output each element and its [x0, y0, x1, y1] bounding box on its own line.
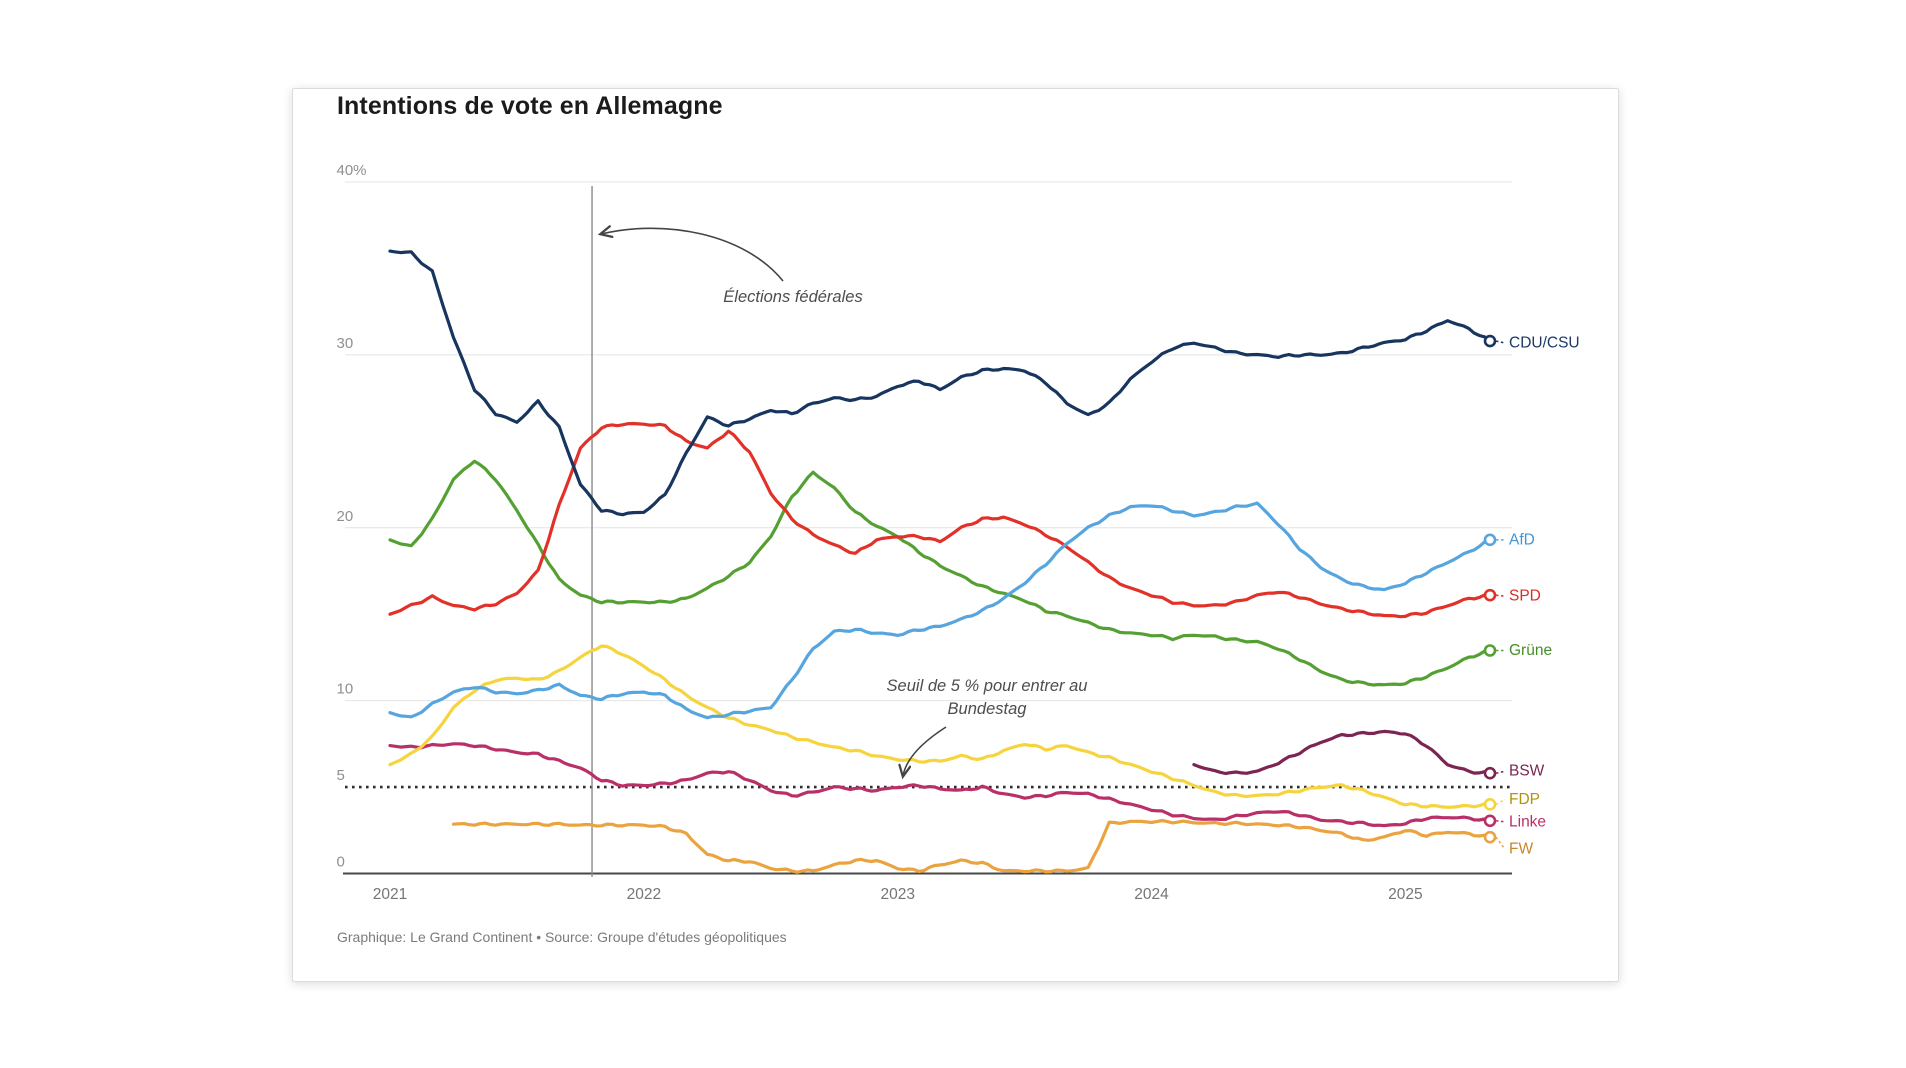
series-endpoint-fw [1483, 830, 1497, 844]
legend-leader-bsw [1495, 770, 1506, 774]
series-label-gruene: Grüne [1509, 642, 1552, 659]
grid: 40% 30 20 10 5 0 2021 2022 2023 2024 2025 [337, 162, 1512, 903]
series-line-cdu-csu [388, 249, 1492, 517]
y-tick-label: 40% [337, 162, 367, 179]
series-line-gruene [388, 459, 1492, 687]
threshold-annotation-line1: Seuil de 5 % pour entrer au [887, 677, 1088, 695]
series-line-linke [388, 742, 1492, 828]
series-line-fw [451, 818, 1492, 874]
election-annotation-label: Élections fédérales [723, 287, 862, 306]
series-line-fdp [388, 644, 1492, 809]
series-legend: CDU/CSU AfD SPD Grüne BSW FDP Linke FW [1483, 334, 1580, 858]
series-endpoint-cdu-csu [1483, 334, 1497, 348]
y-tick-label: 5 [337, 767, 345, 784]
y-tick-label: 20 [337, 508, 354, 525]
series-label-fdp: FDP [1509, 791, 1540, 808]
series-endpoint-linke [1483, 814, 1497, 828]
series-endpoint-spd [1483, 588, 1497, 602]
chart-title: Intentions de vote en Allemagne [337, 92, 723, 120]
series-line-spd [388, 421, 1492, 619]
election-annotation-arrow [601, 228, 784, 282]
y-tick-label: 30 [337, 335, 354, 352]
x-tick-label: 2021 [373, 886, 407, 903]
series-endpoint-fdp [1483, 798, 1497, 811]
series-label-fw: FW [1509, 841, 1533, 858]
annotations: Élections fédérales Seuil de 5 % pour ent… [601, 228, 1087, 776]
series-label-bsw: BSW [1509, 763, 1545, 780]
series-endpoint-bsw [1483, 766, 1497, 780]
series-lines [388, 249, 1492, 874]
threshold-annotation-line2: Bundestag [948, 700, 1028, 718]
series-endpoint-gruene [1483, 644, 1497, 657]
series-label-cdu-csu: CDU/CSU [1509, 335, 1580, 352]
x-tick-label: 2025 [1388, 886, 1422, 903]
legend-leader-linke [1495, 820, 1506, 823]
x-tick-label: 2022 [627, 886, 661, 903]
series-line-afd [388, 501, 1492, 720]
legend-leader-cdu-csu [1495, 340, 1506, 344]
series-line-bsw [1192, 729, 1492, 776]
legend-leader-spd [1495, 594, 1506, 597]
y-tick-label: 10 [337, 681, 354, 698]
series-label-linke: Linke [1509, 813, 1546, 830]
legend-leader-fw [1495, 836, 1506, 850]
series-endpoint-afd [1483, 533, 1497, 547]
chart-attribution: Graphique: Le Grand Continent • Source: … [337, 929, 787, 945]
y-tick-label: 0 [337, 854, 345, 871]
x-tick-label: 2023 [880, 886, 914, 903]
legend-leader-fdp [1495, 798, 1506, 806]
x-tick-label: 2024 [1134, 886, 1169, 903]
series-label-spd: SPD [1509, 588, 1541, 605]
series-label-afd: AfD [1509, 531, 1535, 548]
threshold-annotation-arrow [903, 726, 947, 776]
